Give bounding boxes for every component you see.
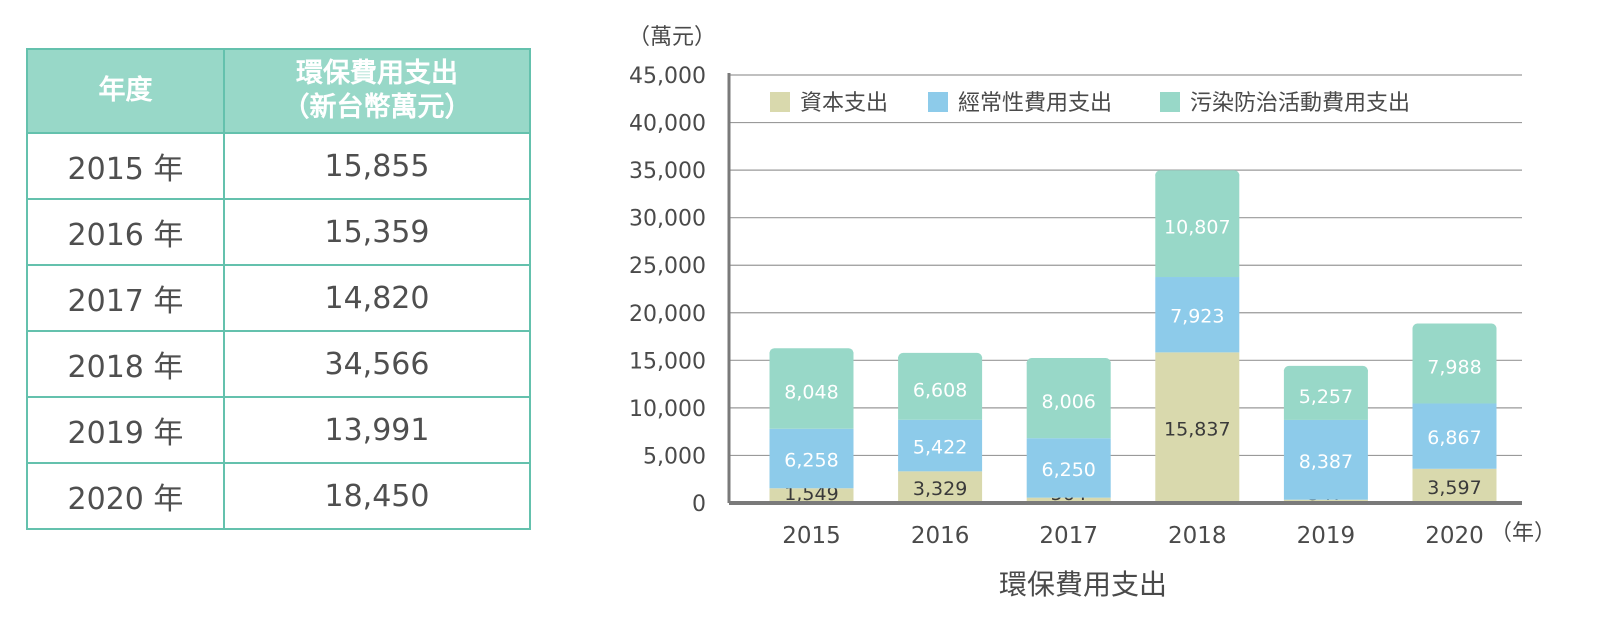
row-value: 14,820 <box>223 264 531 332</box>
x-tick-label: 2019 <box>1297 523 1356 549</box>
table-row: 2019 年 13,991 <box>26 396 531 464</box>
bar-segment <box>769 488 854 503</box>
data-label: 6,250 <box>1041 459 1095 481</box>
y-tick-label: 20,000 <box>629 302 706 327</box>
bar-segment <box>1155 277 1240 353</box>
bar-segment <box>1026 497 1111 503</box>
row-year: 2016 年 <box>26 198 225 266</box>
row-year: 2020 年 <box>26 462 225 530</box>
y-tick-label: 5,000 <box>643 444 706 469</box>
legend-label: 污染防治活動費用支出 <box>1190 91 1410 116</box>
y-tick-label: 25,000 <box>629 254 706 279</box>
bar-segment <box>769 428 854 489</box>
header-year: 年度 <box>26 48 225 134</box>
bar-segment <box>898 356 983 420</box>
y-tick-label: 35,000 <box>629 159 706 184</box>
x-tick-label: 2016 <box>911 523 970 549</box>
data-label: 8,387 <box>1299 451 1353 473</box>
row-year: 2017 年 <box>26 264 225 332</box>
row-value: 15,359 <box>223 198 531 266</box>
bar-top-cap <box>769 348 854 359</box>
row-value: 15,855 <box>223 132 531 200</box>
header-expense-line1: 環保費用支出 <box>296 58 458 89</box>
table-header-row: 年度 環保費用支出 （新台幣萬元） <box>26 48 531 134</box>
bar-top-cap <box>1283 365 1368 376</box>
x-tick-label: 2018 <box>1168 523 1227 549</box>
row-value: 34,566 <box>223 330 531 398</box>
data-label: 8,006 <box>1041 391 1095 413</box>
legend: 資本支出 經常性費用支出 污染防治活動費用支出 <box>770 91 1410 116</box>
legend-label: 經常性費用支出 <box>958 91 1112 116</box>
header-expense-line2: （新台幣萬元） <box>282 92 472 123</box>
axes: 0 5,000 10,000 15,000 20,000 25,000 30,000 35,0… <box>629 64 1522 549</box>
bar-top-cap <box>1155 170 1240 181</box>
data-label: 5,257 <box>1299 386 1353 408</box>
data-label: 1,549 <box>784 483 838 505</box>
bar-segment <box>1155 352 1240 503</box>
y-tick-label: 45,000 <box>629 64 706 89</box>
row-value: 18,450 <box>223 462 531 530</box>
expense-table: 年度 環保費用支出 （新台幣萬元） 2015 年 15,855 2016 年 1… <box>26 48 531 530</box>
bar-top-cap <box>1412 323 1497 334</box>
gridlines <box>729 74 1522 457</box>
bar-segment <box>769 352 854 429</box>
data-label: 7,923 <box>1170 306 1224 328</box>
legend-swatch <box>928 92 948 112</box>
data-label: 6,258 <box>784 450 838 472</box>
table-row: 2015 年 15,855 <box>26 132 531 200</box>
data-label: 6,608 <box>913 379 967 401</box>
data-label: 15,837 <box>1164 419 1230 441</box>
bar-segment <box>1412 468 1497 503</box>
bars: 1,5496,2588,0483,3295,4226,6085646,2508,… <box>769 170 1497 505</box>
table-row: 2020 年 18,450 <box>26 462 531 530</box>
bar-segment <box>898 471 983 503</box>
legend-swatch <box>1160 92 1180 112</box>
legend-swatch <box>770 92 790 112</box>
bar-segment <box>1026 438 1111 498</box>
header-expense: 環保費用支出 （新台幣萬元） <box>223 48 531 134</box>
bar-top-cap <box>1026 358 1111 369</box>
table-row: 2017 年 14,820 <box>26 264 531 332</box>
bar-top-cap <box>898 352 983 363</box>
row-year: 2015 年 <box>26 132 225 200</box>
x-tick-label: 2015 <box>782 523 841 549</box>
y-tick-label: 0 <box>692 492 706 517</box>
data-label: 3,597 <box>1427 477 1481 499</box>
table-row: 2016 年 15,359 <box>26 198 531 266</box>
y-axis-label: （萬元） <box>628 25 716 50</box>
x-axis-label: （年） <box>1490 521 1556 546</box>
data-label: 3,329 <box>913 478 967 500</box>
chart-title: 環保費用支出 <box>999 568 1167 601</box>
data-label: 6,867 <box>1427 427 1481 449</box>
data-label: 7,988 <box>1427 356 1481 378</box>
row-year: 2018 年 <box>26 330 225 398</box>
bar-segment <box>1412 403 1497 469</box>
data-label: 8,048 <box>784 381 838 403</box>
x-tick-label: 2020 <box>1425 523 1484 549</box>
bar-segment <box>1283 369 1368 420</box>
table-row: 2018 年 34,566 <box>26 330 531 398</box>
legend-label: 資本支出 <box>800 91 888 116</box>
data-label: 5,422 <box>913 437 967 459</box>
y-tick-label: 30,000 <box>629 207 706 232</box>
bar-segment <box>1155 174 1240 278</box>
bar-segment <box>898 419 983 472</box>
y-tick-label: 15,000 <box>629 349 706 374</box>
bar-segment <box>1283 419 1368 500</box>
bar-segment <box>1026 362 1111 439</box>
x-tick-label: 2017 <box>1039 523 1098 549</box>
data-label: 10,807 <box>1164 217 1230 239</box>
y-tick-label: 40,000 <box>629 112 706 137</box>
y-tick-label: 10,000 <box>629 397 706 422</box>
bar-segment <box>1412 327 1497 404</box>
row-value: 13,991 <box>223 396 531 464</box>
row-year: 2019 年 <box>26 396 225 464</box>
